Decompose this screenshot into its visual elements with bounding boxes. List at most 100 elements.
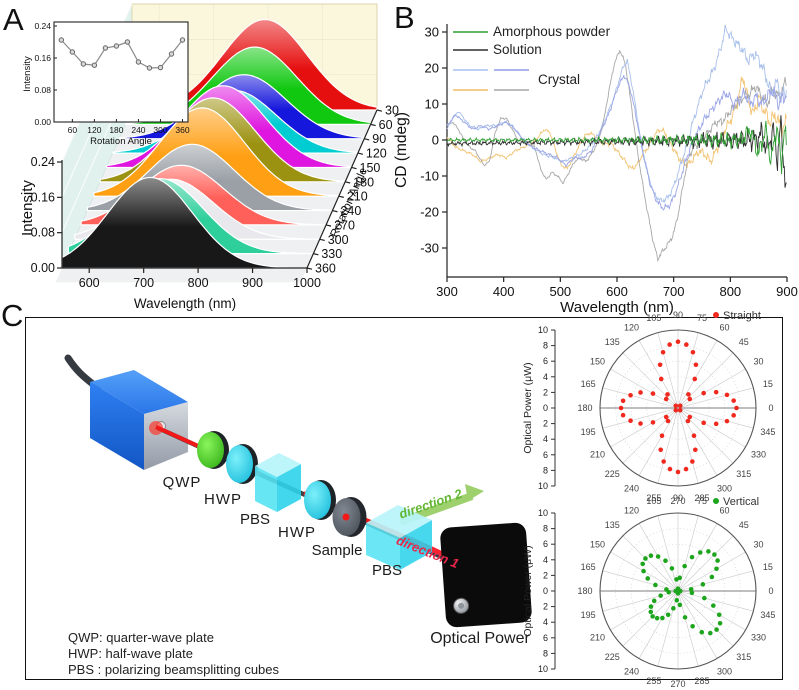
hwp1-label: HWP: [204, 491, 242, 508]
svg-text:30: 30: [385, 104, 399, 118]
inset-frame: [53, 21, 189, 123]
svg-text:0.16: 0.16: [34, 53, 51, 63]
legend: [453, 31, 529, 91]
svg-text:1000: 1000: [293, 276, 321, 290]
power-meter-box: [440, 522, 532, 628]
pbs-definition: PBS : polarizing beamsplitting cubes: [68, 662, 280, 677]
svg-text:240: 240: [340, 204, 361, 218]
svg-text:315: 315: [736, 652, 751, 662]
svg-text:165: 165: [581, 562, 596, 572]
svg-text:Wavelength (nm): Wavelength (nm): [134, 296, 236, 311]
svg-text:225: 225: [605, 469, 620, 479]
svg-text:120: 120: [624, 322, 639, 332]
svg-text:900: 900: [242, 276, 263, 290]
svg-text:10: 10: [425, 97, 439, 112]
svg-text:-10: -10: [420, 169, 439, 184]
axes: [57, 109, 383, 273]
svg-text:330: 330: [751, 633, 766, 643]
svg-text:300: 300: [717, 667, 732, 677]
svg-text:0.08: 0.08: [34, 85, 51, 95]
svg-text:400: 400: [493, 284, 515, 299]
svg-text:225: 225: [605, 652, 620, 662]
svg-text:800: 800: [719, 284, 741, 299]
svg-text:210: 210: [347, 190, 368, 204]
svg-text:210: 210: [590, 633, 605, 643]
svg-text:600: 600: [79, 276, 100, 290]
svg-text:800: 800: [188, 276, 209, 290]
svg-text:60: 60: [68, 125, 78, 135]
svg-text:210: 210: [590, 450, 605, 460]
series-Crystal-2: [446, 75, 787, 211]
svg-text:700: 700: [133, 276, 154, 290]
svg-text:Crystal: Crystal: [538, 72, 580, 87]
svg-text:300: 300: [717, 484, 732, 494]
svg-text:0.16: 0.16: [31, 190, 55, 204]
ridge-360: [61, 176, 308, 269]
svg-text:180: 180: [353, 175, 374, 189]
svg-text:15: 15: [763, 562, 773, 572]
svg-text:6: 6: [543, 633, 548, 643]
svg-text:270: 270: [670, 679, 685, 689]
svg-text:0: 0: [768, 403, 773, 413]
svg-text:90: 90: [372, 132, 386, 146]
pbs2-label: PBS: [372, 562, 402, 579]
svg-text:180: 180: [577, 586, 592, 596]
svg-text:8: 8: [543, 524, 548, 534]
svg-text:330: 330: [321, 247, 342, 261]
svg-text:105: 105: [646, 496, 661, 506]
hwp-plate-1: [226, 444, 258, 484]
svg-text:45: 45: [739, 520, 749, 530]
svg-text:75: 75: [697, 313, 707, 323]
svg-text:Straight: Straight: [723, 310, 761, 322]
series-Amorphous powder: [446, 120, 787, 175]
svg-text:Rotation Angle: Rotation Angle: [90, 136, 152, 147]
svg-text:120: 120: [366, 147, 387, 161]
laser-box-left-face: [90, 382, 144, 470]
laser-box: [90, 370, 188, 470]
svg-text:2: 2: [543, 387, 548, 397]
svg-text:150: 150: [360, 161, 381, 175]
svg-text:255: 255: [646, 493, 661, 503]
svg-text:6: 6: [543, 450, 548, 460]
hwp-definition: HWP: half-wave plate: [68, 646, 193, 661]
svg-text:4: 4: [543, 617, 548, 627]
svg-text:4: 4: [543, 372, 548, 382]
pbs-cube-1: [255, 453, 301, 512]
svg-text:150: 150: [590, 357, 605, 367]
sample-label: Sample: [312, 542, 363, 559]
svg-text:90: 90: [673, 310, 683, 320]
power-meter-label: Optical Power: [430, 630, 530, 647]
svg-text:300: 300: [153, 125, 167, 135]
svg-text:30: 30: [754, 540, 764, 550]
svg-text:900: 900: [776, 284, 798, 299]
svg-text:CD (mdeg): CD (mdeg): [393, 112, 410, 188]
pbs1-label: PBS: [240, 511, 270, 528]
svg-text:Vertical: Vertical: [723, 496, 759, 508]
pbs-cube-2: [366, 505, 432, 570]
legend-dot: [713, 498, 719, 504]
svg-text:300: 300: [436, 284, 458, 299]
axes: [442, 24, 788, 282]
svg-text:6: 6: [543, 539, 548, 549]
svg-text:0: 0: [543, 403, 548, 413]
svg-text:10: 10: [538, 508, 548, 518]
svg-text:Intensity: Intensity: [19, 180, 36, 236]
svg-text:270: 270: [670, 496, 685, 506]
svg-text:270: 270: [334, 218, 355, 232]
svg-text:30: 30: [425, 25, 439, 40]
svg-text:105: 105: [646, 313, 661, 323]
cd-spectra-chart: 30 20 10 0 -10 -20 -30 300 400 500 600 700 800 900 Wav…: [393, 24, 798, 316]
qwp-plate: [197, 431, 229, 469]
legend-dot: [713, 312, 719, 318]
svg-text:Amorphous powder: Amorphous powder: [493, 24, 611, 39]
series-Crystal-3: [446, 49, 787, 263]
panel-b-label: B: [394, 0, 415, 35]
svg-text:0.00: 0.00: [31, 261, 55, 275]
svg-text:0: 0: [768, 586, 773, 596]
svg-text:2: 2: [543, 570, 548, 580]
svg-text:Intensity: Intensity: [22, 56, 33, 92]
svg-text:240: 240: [624, 484, 639, 494]
svg-text:8: 8: [543, 465, 548, 475]
panel-c-label: C: [1, 298, 24, 333]
svg-text:4: 4: [543, 555, 548, 565]
